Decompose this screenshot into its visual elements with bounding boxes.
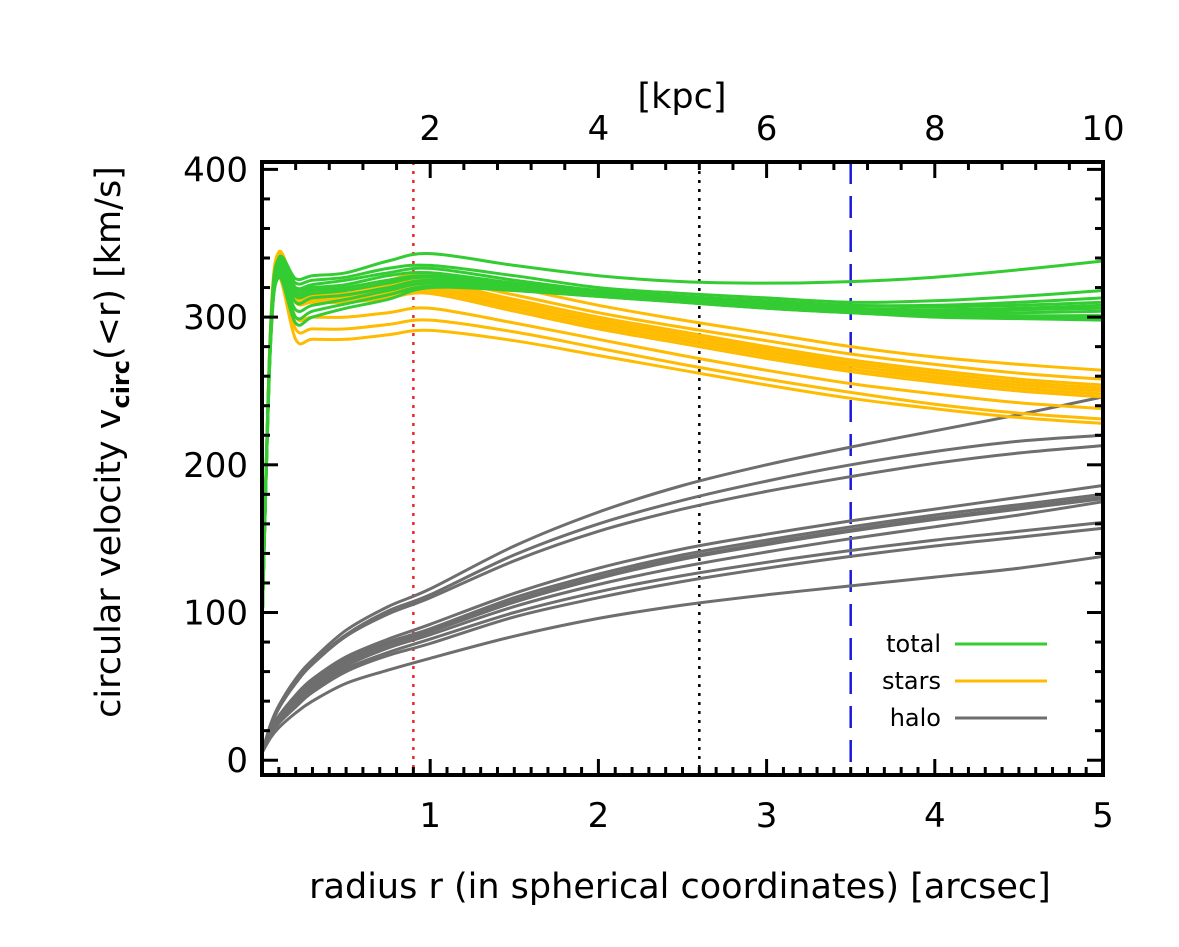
top-x-axis-title: [kpc] <box>637 77 726 117</box>
top-x-tick-label: 10 <box>1081 109 1124 149</box>
y-tick-label: 200 <box>183 446 248 486</box>
plot-border <box>260 160 1105 777</box>
halo-curve-8 <box>260 500 1104 754</box>
y-axis-title-subscript: circ <box>107 360 135 409</box>
halo-curve-9 <box>260 520 1104 754</box>
y-tick-label: 0 <box>226 741 248 781</box>
curves-layer <box>260 249 1104 754</box>
y-tick-label: 100 <box>183 594 248 634</box>
y-axis-title-rest: (<r) [km/s] <box>89 166 129 360</box>
halo-curve-11 <box>260 554 1104 754</box>
x-axis-title: radius r (in spherical coordinates) [arc… <box>309 867 1051 907</box>
y-axis-title-main: circular velocity v <box>89 409 129 718</box>
halo-curve-3 <box>260 444 1104 754</box>
total-curve-10 <box>260 275 1104 628</box>
y-tick-label: 400 <box>183 150 248 190</box>
y-axis-title: circular velocity vcirc(<r) [km/s] <box>89 166 135 718</box>
legend-label-halo: halo <box>890 704 941 732</box>
legend: total stars halo <box>882 630 1047 732</box>
legend-label-stars: stars <box>882 667 941 695</box>
plot-frame <box>260 160 1105 777</box>
reference-lines <box>412 162 852 775</box>
halo-curve-10 <box>260 526 1104 754</box>
legend-label-total: total <box>886 630 941 658</box>
top-x-tick-label: 4 <box>588 109 610 149</box>
top-x-tick-label: 6 <box>756 109 778 149</box>
halo-curve-1 <box>260 395 1104 754</box>
y-tick-label: 300 <box>183 298 248 338</box>
x-tick-label: 4 <box>924 796 946 836</box>
x-tick-label: 5 <box>1092 796 1114 836</box>
halo-curve-4 <box>260 484 1104 754</box>
x-tick-label: 2 <box>588 796 610 836</box>
halo-curve-2 <box>260 433 1104 754</box>
top-x-tick-label: 8 <box>924 109 946 149</box>
top-x-tick-label: 2 <box>419 109 441 149</box>
x-tick-label: 1 <box>419 796 441 836</box>
x-tick-label: 3 <box>756 796 778 836</box>
halo-curve-5 <box>260 492 1104 754</box>
